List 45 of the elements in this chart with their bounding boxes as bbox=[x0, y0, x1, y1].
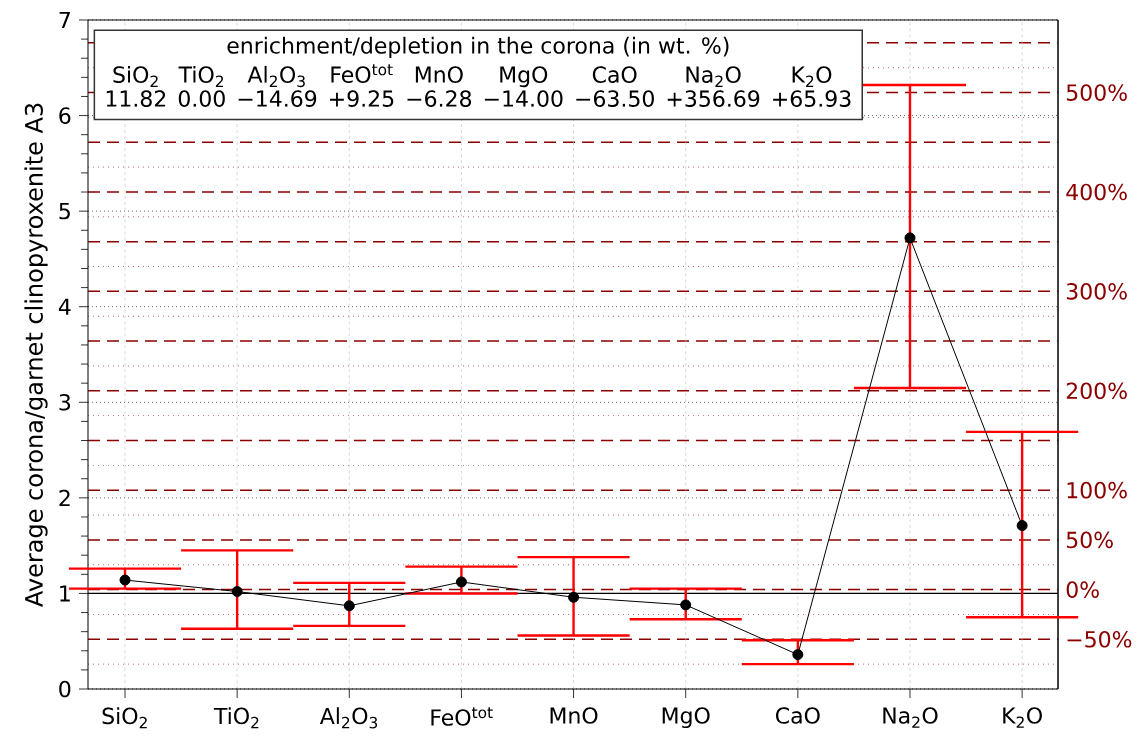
y-tick-label: 5 bbox=[59, 202, 70, 220]
y2-tick-label: 200% bbox=[1066, 382, 1127, 400]
annotation: +356.69 bbox=[667, 90, 760, 107]
y-tick-label: 1 bbox=[60, 585, 70, 602]
annotation: MgO bbox=[500, 66, 548, 88]
annotation: 0.00 bbox=[178, 90, 225, 107]
annotation: −14.00 bbox=[484, 90, 563, 107]
annotation: +9.25 bbox=[330, 90, 394, 107]
y2-tick-label: 50% bbox=[1066, 531, 1113, 549]
x-tick-label: MnO bbox=[550, 707, 598, 724]
y-tick-label: 7 bbox=[59, 11, 70, 29]
y2-tick-label: 500% bbox=[1066, 84, 1127, 101]
annotation: −6.28 bbox=[407, 90, 472, 107]
annotation: MnO bbox=[415, 66, 463, 83]
x-tick-label: Al$_{2}$O$_{3}$ bbox=[319, 707, 378, 729]
x-tick-label: MgO bbox=[662, 707, 710, 729]
annotation: CaO bbox=[592, 66, 637, 83]
y2-tick-label: 400% bbox=[1066, 183, 1127, 201]
y-axis-title: Average corona/garnet clinopyroxenite A3 bbox=[24, 103, 48, 607]
y-tick-label: 3 bbox=[59, 393, 71, 411]
annotation: −63.50 bbox=[576, 90, 654, 107]
y2-tick-label: 100% bbox=[1067, 481, 1127, 499]
x-tick-label: FeO$^{tot}$ bbox=[431, 707, 493, 726]
x-tick-label: CaO bbox=[776, 707, 820, 724]
annotation: Na$_{2}$O bbox=[686, 66, 741, 87]
annotation: enrichment/depletion in the corona (in wt. %) bbox=[227, 36, 729, 59]
annotation: Al$_{2}$O$_{3}$ bbox=[247, 65, 305, 88]
annotation: SiO$_{2}$ bbox=[113, 65, 158, 87]
x-tick-label: K$_{2}$O bbox=[1003, 707, 1042, 728]
y2-tick-label: 300% bbox=[1066, 283, 1127, 300]
annotation: 11.82 bbox=[106, 90, 166, 107]
annotation: K$_{2}$O bbox=[792, 66, 832, 87]
x-tick-label: TiO$_{2}$ bbox=[213, 707, 259, 729]
annotation: FeO$^{tot}$ bbox=[331, 64, 393, 83]
y-tick-label: 4 bbox=[58, 298, 71, 315]
y-tick-label: 6 bbox=[59, 107, 71, 124]
annotation: TiO$_{2}$ bbox=[178, 65, 224, 87]
y2-tick-label: −50% bbox=[1067, 630, 1132, 648]
annotation: +65.93 bbox=[773, 90, 851, 107]
y-tick-label: 2 bbox=[59, 489, 70, 507]
y-tick-label: 0 bbox=[59, 680, 71, 698]
x-tick-label: Na$_{2}$O bbox=[883, 707, 938, 728]
annotation: −14.69 bbox=[238, 90, 317, 107]
y2-tick-label: 0% bbox=[1066, 581, 1099, 598]
x-tick-label: SiO$_{2}$ bbox=[102, 707, 147, 729]
